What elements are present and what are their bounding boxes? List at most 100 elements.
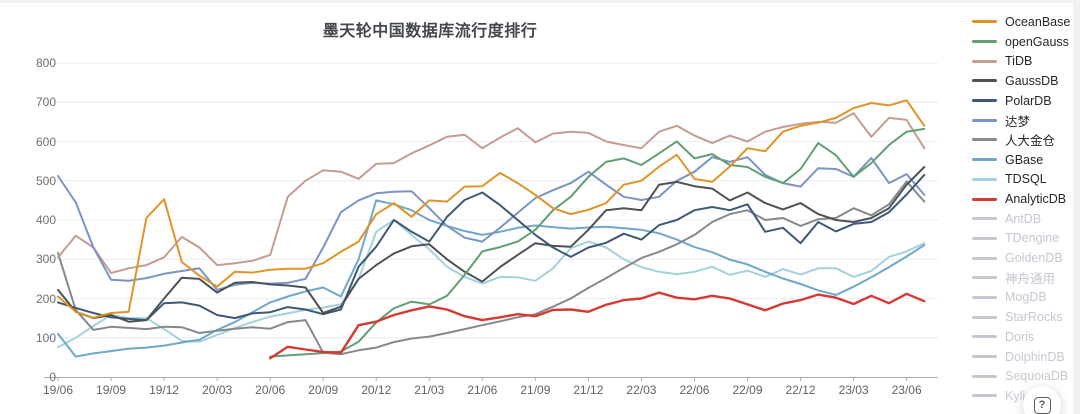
legend-item-TiDB[interactable]: TiDB	[972, 51, 1070, 71]
legend-line-swatch	[972, 295, 997, 299]
legend-item-label: MogDB	[1005, 290, 1047, 305]
page-top-edge	[0, 0, 1080, 3]
legend-item-label: 人大金仓	[1005, 134, 1056, 149]
legend-item-TDSQL[interactable]: TDSQL	[972, 170, 1070, 190]
legend-item-AnalyticDB[interactable]: AnalyticDB	[972, 189, 1070, 209]
legend-line-swatch	[972, 315, 997, 319]
legend-line-swatch	[972, 99, 997, 103]
legend-item-label: TDengine	[1005, 231, 1060, 246]
legend-item-达梦[interactable]: 达梦	[972, 110, 1070, 130]
legend-item-TDengine[interactable]: TDengine	[972, 229, 1070, 249]
y-axis-label: 500	[35, 173, 56, 188]
legend-item-label: 神舟通用	[1005, 272, 1056, 287]
legend-item-label: StarRocks	[1005, 310, 1063, 325]
legend-line-swatch	[972, 158, 997, 162]
legend-item-label: TiDB	[1005, 54, 1033, 69]
legend-line-swatch	[972, 118, 997, 122]
series-line-OceanBase	[57, 99, 926, 319]
series-line-PolarDB	[57, 173, 926, 322]
chart-legend: OceanBase openGauss TiDB GaussDB PolarDB 达梦人大…	[972, 12, 1070, 406]
legend-item-label: GoldenDB	[1005, 251, 1063, 266]
legend-line-swatch	[972, 20, 997, 24]
series-line-人大金仓	[57, 180, 926, 356]
x-axis-label: 21/09	[520, 383, 551, 397]
page-right-edge	[1073, 0, 1080, 414]
legend-item-GoldenDB[interactable]: GoldenDB	[972, 248, 1070, 268]
legend-line-swatch	[972, 355, 997, 359]
x-axis-label: 20/09	[308, 383, 339, 397]
legend-item-Doris[interactable]: Doris	[972, 327, 1070, 347]
legend-item-AntDB[interactable]: AntDB	[972, 209, 1070, 229]
legend-line-swatch	[972, 217, 997, 221]
legend-item-label: AnalyticDB	[1005, 192, 1067, 207]
question-mark-icon: ?	[1033, 396, 1051, 414]
series-line-GBase	[57, 199, 926, 358]
legend-line-swatch	[972, 177, 997, 181]
x-axis-label: 22/12	[785, 383, 816, 397]
legend-item-label: openGauss	[1005, 34, 1069, 49]
y-axis-label: 700	[35, 95, 56, 110]
legend-line-swatch	[972, 394, 997, 398]
legend-line-swatch	[972, 79, 997, 83]
legend-item-label: GaussDB	[1005, 73, 1059, 88]
legend-line-swatch	[972, 276, 997, 280]
legend-item-label: SequoiaDB	[1005, 369, 1069, 384]
legend-item-label: AntDB	[1005, 211, 1042, 226]
x-axis-label: 19/06	[42, 383, 74, 397]
legend-line-swatch	[972, 138, 997, 142]
legend-line-swatch	[972, 374, 997, 378]
y-axis-label: 100	[35, 330, 56, 345]
line-chart-plot-area	[44, 62, 938, 381]
y-axis-label: 400	[35, 213, 56, 227]
legend-item-label: TDSQL	[1005, 172, 1047, 187]
series-line-TDSQL	[57, 219, 926, 349]
x-axis-label: 19/12	[149, 383, 180, 397]
y-axis-label: 800	[35, 56, 56, 70]
x-axis-label: 21/03	[414, 383, 445, 397]
series-line-GaussDB	[57, 166, 926, 323]
x-axis-label: 20/06	[255, 383, 286, 397]
legend-line-swatch	[972, 197, 997, 201]
x-axis-label: 20/03	[202, 383, 233, 397]
y-axis-label: 300	[35, 252, 56, 267]
y-axis-label: 600	[35, 134, 56, 149]
legend-item-label: GBase	[1005, 152, 1044, 167]
legend-item-label: PolarDB	[1005, 93, 1052, 108]
x-axis-label: 19/09	[96, 383, 127, 397]
legend-item-StarRocks[interactable]: StarRocks	[972, 307, 1070, 327]
chart-title: 墨天轮中国数据库流行度排行	[322, 23, 538, 40]
legend-item-PolarDB[interactable]: PolarDB	[972, 91, 1070, 111]
x-axis-label: 21/12	[573, 383, 604, 397]
legend-item-label: DolphinDB	[1005, 349, 1065, 364]
x-axis-label: 22/06	[679, 383, 710, 397]
x-axis-label: 20/12	[361, 383, 392, 397]
legend-item-GaussDB[interactable]: GaussDB	[972, 71, 1070, 91]
legend-line-swatch	[972, 40, 997, 44]
x-axis-label: 22/03	[626, 383, 657, 397]
legend-item-label: 达梦	[1005, 114, 1031, 129]
legend-line-swatch	[972, 256, 997, 260]
y-axis-label: 200	[35, 291, 56, 306]
legend-line-swatch	[972, 236, 997, 240]
x-axis-label: 21/06	[467, 383, 498, 397]
legend-item-DolphinDB[interactable]: DolphinDB	[972, 347, 1070, 367]
legend-item-label: Doris	[1005, 329, 1035, 344]
x-axis-label: 23/06	[891, 383, 922, 397]
legend-item-label: OceanBase	[1005, 14, 1071, 29]
legend-line-swatch	[972, 335, 997, 339]
series-line-AnalyticDB	[269, 291, 926, 360]
legend-item-GBase[interactable]: GBase	[972, 150, 1070, 170]
legend-item-人大金仓[interactable]: 人大金仓	[972, 130, 1070, 150]
legend-line-swatch	[972, 59, 997, 63]
help-button[interactable]: ?	[1023, 386, 1061, 414]
x-axis-label: 22/09	[732, 383, 763, 397]
legend-item-神舟通用[interactable]: 神舟通用	[972, 268, 1070, 288]
legend-item-openGauss[interactable]: openGauss	[972, 32, 1070, 52]
legend-item-SequoiaDB[interactable]: SequoiaDB	[972, 366, 1070, 386]
x-axis-label: 23/03	[838, 383, 869, 397]
y-axis-label: 0	[49, 370, 56, 384]
legend-item-OceanBase[interactable]: OceanBase	[972, 12, 1070, 32]
legend-item-MogDB[interactable]: MogDB	[972, 288, 1070, 308]
series-line-TiDB	[57, 112, 926, 274]
